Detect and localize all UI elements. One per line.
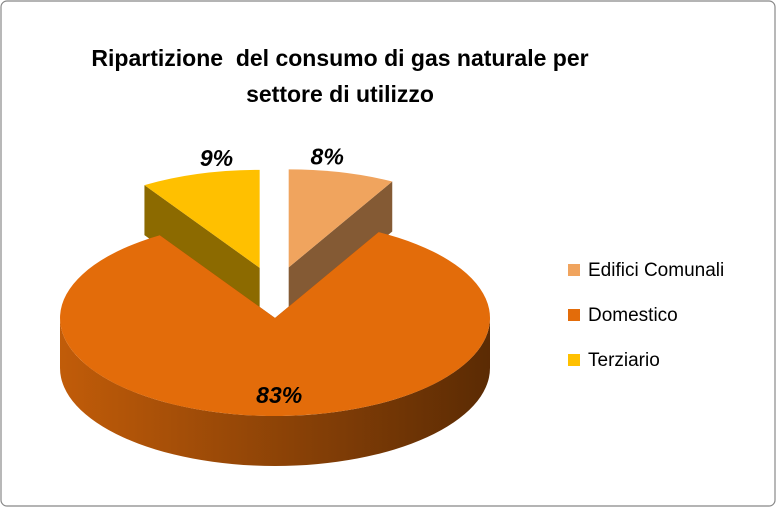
pie-slice [144,169,260,268]
pie-slice [288,169,393,268]
legend-label: Domestico [588,305,678,326]
slice-side [288,181,393,318]
legend-swatch [568,264,580,276]
legend-label: Terziario [588,350,660,371]
data-label: 83% [256,382,302,408]
data-label: 9% [200,145,233,171]
slice-side [144,185,260,318]
legend-label: Edifici Comunali [588,260,724,281]
pie-slice [60,232,491,417]
data-label: 8% [311,144,344,170]
chart-title: Ripartizione del consumo di gas naturale… [91,45,595,107]
legend-swatch [568,309,580,321]
slice-side [60,318,490,466]
legend-swatch [568,354,580,366]
